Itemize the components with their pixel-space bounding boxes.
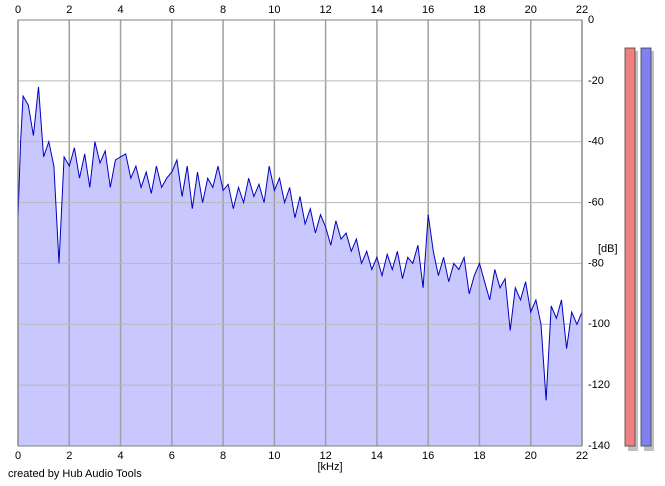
spectrum-area (18, 86, 582, 447)
x-tick-label-top: 6 (169, 4, 175, 16)
x-tick-label: 12 (320, 450, 332, 462)
x-tick-label: 4 (117, 450, 123, 462)
y-tick-label: -120 (588, 379, 610, 391)
x-tick-label-top: 20 (525, 4, 537, 16)
x-tick-label: 6 (169, 450, 175, 462)
x-tick-label-top: 2 (66, 4, 72, 16)
x-tick-label: 14 (371, 450, 383, 462)
x-tick-label-top: 18 (473, 4, 485, 16)
plot-border (17, 19, 583, 447)
x-tick-label: 20 (525, 450, 537, 462)
x-tick-label: 2 (66, 450, 72, 462)
y-tick-label: -100 (588, 318, 610, 330)
x-tick-label-top: 4 (117, 4, 123, 16)
x-axis-label: [kHz] (317, 461, 342, 473)
x-tick-label-top: 16 (422, 4, 434, 16)
y-tick-label: -40 (588, 136, 604, 148)
x-tick-label: 18 (473, 450, 485, 462)
x-tick-label-top: 12 (320, 4, 332, 16)
x-tick-label-top: 8 (220, 4, 226, 16)
x-tick-label: 10 (268, 450, 280, 462)
x-tick-label: 8 (220, 450, 226, 462)
left-meter (624, 47, 636, 447)
x-tick-label-top: 14 (371, 4, 383, 16)
y-axis-label: [dB] (598, 243, 618, 255)
y-tick-label: -140 (588, 440, 610, 452)
x-tick-label: 16 (422, 450, 434, 462)
y-tick-label: -80 (588, 257, 604, 269)
x-tick-label-top: 10 (268, 4, 280, 16)
x-tick-label: 22 (576, 450, 588, 462)
y-tick-label: -20 (588, 75, 604, 87)
credit: created by Hub Audio Tools (8, 468, 142, 480)
y-tick-label: 0 (588, 14, 594, 26)
spectrum-line (17, 86, 583, 401)
x-tick-label-top: 0 (15, 4, 21, 16)
x-tick-label: 0 (15, 450, 21, 462)
right-meter (640, 47, 652, 447)
y-tick-label: -60 (588, 196, 604, 208)
x-tick-label-top: 22 (576, 4, 588, 16)
